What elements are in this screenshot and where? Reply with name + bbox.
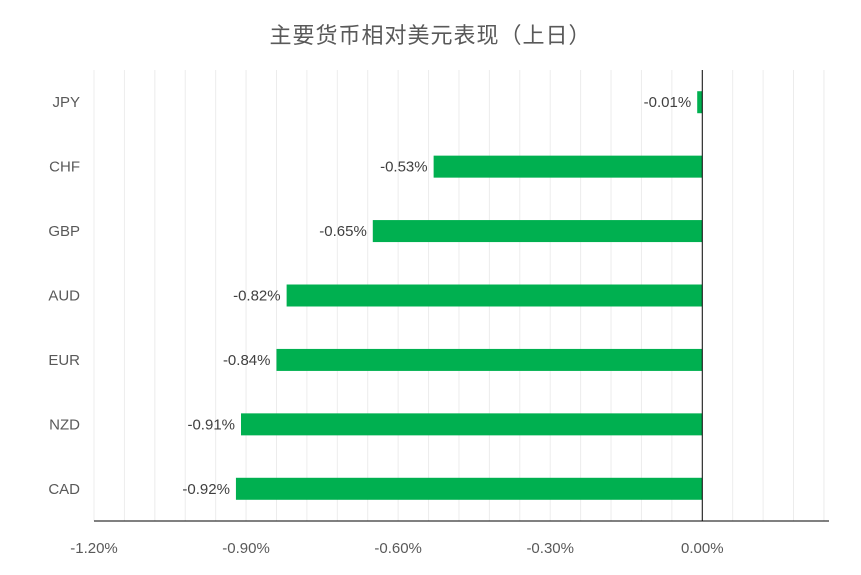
- category-label-aud: AUD: [48, 288, 80, 305]
- data-label-gbp: -0.65%: [319, 223, 367, 240]
- x-tick-label: -0.90%: [222, 540, 270, 557]
- x-tick-label: -0.30%: [526, 540, 574, 557]
- bar-eur: [276, 348, 703, 371]
- x-tick-label: 0.00%: [681, 540, 724, 557]
- category-label-jpy: JPY: [52, 94, 80, 111]
- data-label-aud: -0.82%: [233, 288, 281, 305]
- category-label-cad: CAD: [48, 481, 80, 498]
- category-label-gbp: GBP: [48, 223, 80, 240]
- bar-gbp: [372, 220, 703, 243]
- category-label-chf: CHF: [49, 159, 80, 176]
- bar-jpy: [697, 91, 703, 114]
- category-label-nzd: NZD: [49, 416, 80, 433]
- data-label-cad: -0.92%: [182, 481, 230, 498]
- data-label-chf: -0.53%: [380, 159, 428, 176]
- category-label-eur: EUR: [48, 352, 80, 369]
- data-label-jpy: -0.01%: [644, 94, 692, 111]
- x-tick-label: -0.60%: [374, 540, 422, 557]
- data-label-nzd: -0.91%: [187, 416, 235, 433]
- x-tick-label: -1.20%: [70, 540, 118, 557]
- bar-chf: [433, 155, 703, 178]
- bar-cad: [235, 477, 703, 500]
- chart-title: 主要货币相对美元表现（上日）: [269, 24, 592, 49]
- data-label-eur: -0.84%: [223, 352, 271, 369]
- bar-nzd: [241, 413, 703, 436]
- bar-aud: [286, 284, 703, 307]
